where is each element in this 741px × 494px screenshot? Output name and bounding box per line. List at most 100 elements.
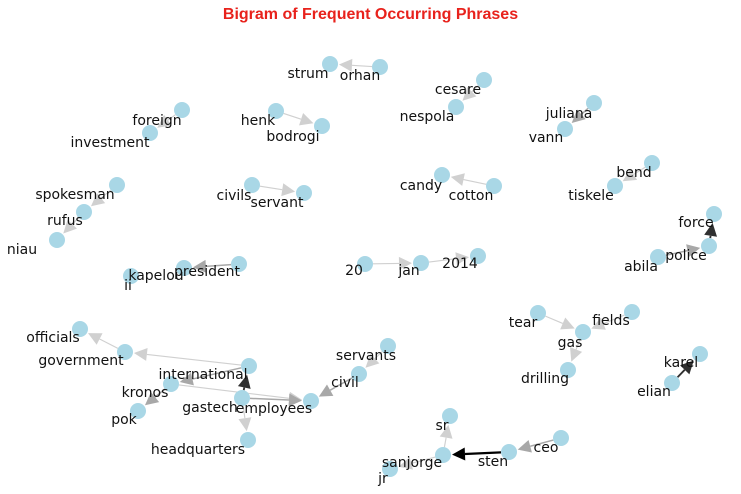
edge-sten-sanjorge: [464, 451, 502, 456]
node-label-henk: henk: [241, 113, 276, 129]
node-label-investment: investment: [70, 135, 150, 151]
node-international: [241, 358, 257, 374]
node-label-n20: 20: [345, 263, 363, 279]
node-vann: [557, 121, 573, 137]
edge-rufus-niau: [71, 217, 79, 225]
node-servant: [296, 185, 312, 201]
node-label-servant: servant: [251, 195, 304, 211]
edge-elian-karel: [676, 369, 686, 378]
node-layer: [49, 56, 722, 477]
node-pok: [130, 403, 146, 419]
arrowhead-spokesman-rufus: [90, 193, 106, 207]
node-headquarters: [240, 432, 256, 448]
arrowhead-international-government: [133, 348, 148, 361]
edge-civils-servant: [259, 185, 283, 191]
node-strum: [322, 56, 338, 72]
arrowhead-abila-police: [686, 244, 701, 257]
node-karel: [692, 346, 708, 362]
edge-international-kronos: [192, 367, 242, 380]
node-label-president: president: [174, 264, 241, 280]
node-foreign: [174, 102, 190, 118]
arrowhead-cotton-candy: [450, 173, 465, 186]
node-label-cesare: cesare: [435, 82, 481, 98]
node-nespola: [448, 99, 464, 115]
edge-tear-gas: [545, 315, 563, 324]
arrowhead-president-kapelou: [192, 259, 207, 273]
node-n20: [357, 256, 373, 272]
edge-gastech-international: [242, 387, 246, 391]
arrowhead-international-kronos: [179, 372, 194, 386]
node-fields: [624, 304, 640, 320]
node-orhan: [372, 59, 388, 75]
label-layer: strum orhan cesare nespola juliana vann foreig…: [7, 66, 714, 487]
arrowhead-elian-karel: [680, 360, 694, 375]
node-label-n2014: 2014: [442, 256, 478, 272]
edge-gas-drilling: [575, 339, 581, 350]
arrowhead-police-force: [704, 222, 718, 237]
node-label-drilling: drilling: [521, 371, 569, 387]
node-label-jr: jr: [377, 471, 388, 487]
arrowhead-sten-sanjorge: [451, 447, 466, 461]
edge-cesare-nespola: [471, 85, 479, 93]
node-label-sr: sr: [435, 418, 448, 434]
node-abila: [650, 249, 666, 265]
edge-kronos-employees: [178, 384, 290, 399]
node-label-nespola: nespola: [400, 109, 455, 125]
node-label-bodrogi: bodrogi: [266, 129, 319, 145]
node-label-bend: bend: [616, 165, 651, 181]
node-n2014: [470, 248, 486, 264]
arrowhead-gastech-headquarters: [238, 417, 252, 432]
node-label-pok: pok: [111, 412, 137, 428]
arrowhead-fields-gas: [591, 317, 606, 330]
edge-kronos-pok: [154, 388, 166, 398]
node-label-elian: elian: [637, 384, 671, 400]
arrowhead-foreign-investment: [157, 114, 172, 128]
arrowhead-jan-n2014: [455, 252, 470, 266]
node-label-sten: sten: [478, 454, 508, 470]
node-label-juliana: juliana: [545, 106, 593, 122]
arrowhead-tear-gas: [560, 317, 575, 330]
node-label-niau: niau: [7, 242, 37, 258]
edge-cotton-candy: [463, 178, 487, 185]
node-label-international: international: [158, 367, 247, 383]
edge-bend-tiskele: [633, 166, 646, 175]
node-label-candy: candy: [400, 178, 442, 194]
edge-orhan-strum: [351, 64, 373, 68]
node-tiskele: [607, 178, 623, 194]
node-label-ii: ii: [124, 278, 132, 294]
arrowhead-juliana-vann: [571, 109, 586, 123]
node-elian: [664, 375, 680, 391]
arrowhead-kronos-pok: [144, 392, 160, 406]
node-candy: [434, 167, 450, 183]
edge-civil-employees: [329, 377, 353, 391]
edge-gastech-employees: [249, 397, 290, 401]
node-label-tiskele: tiskele: [568, 188, 613, 204]
edge-ceo-sten: [530, 439, 554, 448]
arrowhead-sanjorge-sr: [439, 424, 453, 439]
chart-title: Bigram of Frequent Occurring Phrases: [222, 6, 519, 23]
node-civils: [244, 177, 260, 193]
node-label-officials: officials: [26, 330, 79, 346]
node-employees: [303, 393, 319, 409]
node-label-orhan: orhan: [340, 68, 380, 84]
node-niau: [49, 232, 65, 248]
node-label-sanjorge: sanjorge: [382, 455, 442, 471]
arrowhead-gastech-employees: [288, 393, 303, 407]
node-ceo: [553, 430, 569, 446]
node-label-vann: vann: [529, 130, 564, 146]
node-kapelou: [176, 260, 192, 276]
node-label-fields: fields: [592, 313, 630, 329]
arrowhead-henk-bodrogi: [299, 112, 314, 126]
node-label-ceo: ceo: [534, 440, 559, 456]
node-label-gastech: gastech: [182, 400, 237, 416]
edge-fields-gas: [603, 314, 625, 325]
node-cesare: [476, 72, 492, 88]
edge-jan-n2014: [428, 258, 457, 263]
node-government: [117, 344, 133, 360]
node-gas: [575, 324, 591, 340]
arrowhead-rufus-niau: [63, 219, 77, 234]
edge-sanjorge-jr: [411, 456, 436, 464]
arrowhead-government-officials: [88, 333, 103, 345]
arrowhead-servants-civil: [365, 354, 380, 368]
